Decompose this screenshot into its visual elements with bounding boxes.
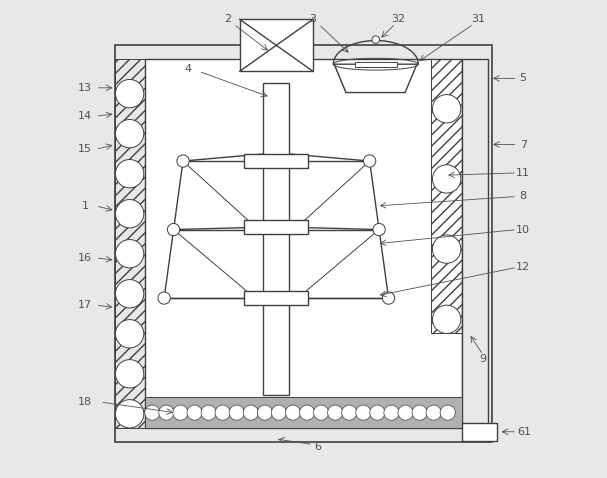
Text: 14: 14	[78, 111, 92, 121]
Circle shape	[285, 405, 300, 420]
Circle shape	[177, 155, 189, 167]
Circle shape	[115, 199, 144, 228]
Circle shape	[159, 405, 174, 420]
Circle shape	[173, 405, 188, 420]
Bar	[145, 397, 462, 428]
Circle shape	[432, 95, 461, 123]
Circle shape	[115, 160, 144, 188]
Text: 7: 7	[520, 140, 527, 150]
Circle shape	[299, 405, 314, 420]
Circle shape	[398, 405, 413, 420]
Circle shape	[356, 405, 371, 420]
Bar	[462, 423, 497, 441]
Circle shape	[342, 405, 357, 420]
Circle shape	[243, 405, 259, 420]
Text: 5: 5	[520, 73, 527, 83]
Text: 61: 61	[518, 427, 532, 437]
Circle shape	[168, 223, 180, 236]
Circle shape	[187, 405, 202, 420]
Text: 32: 32	[391, 14, 405, 24]
Circle shape	[373, 223, 385, 236]
Circle shape	[432, 235, 461, 263]
Bar	[245, 154, 308, 168]
Text: 15: 15	[78, 144, 92, 154]
Circle shape	[115, 239, 144, 268]
Text: 18: 18	[78, 397, 92, 407]
Text: 31: 31	[471, 14, 486, 24]
Circle shape	[257, 405, 273, 420]
Text: 1: 1	[82, 201, 89, 211]
Circle shape	[382, 292, 395, 304]
Text: 6: 6	[314, 442, 321, 452]
Text: 11: 11	[516, 168, 530, 178]
Bar	[354, 62, 397, 66]
Text: 8: 8	[520, 192, 527, 202]
Circle shape	[384, 405, 399, 420]
Bar	[115, 59, 145, 428]
Circle shape	[364, 155, 376, 167]
Circle shape	[271, 405, 287, 420]
Bar	[245, 291, 308, 305]
Text: 4: 4	[184, 64, 191, 74]
Circle shape	[115, 120, 144, 148]
Circle shape	[432, 305, 461, 334]
Circle shape	[158, 292, 171, 304]
Text: 16: 16	[78, 253, 92, 263]
Circle shape	[115, 400, 144, 428]
Text: 9: 9	[480, 355, 487, 364]
Circle shape	[201, 405, 216, 420]
Text: 3: 3	[310, 14, 316, 24]
Circle shape	[115, 280, 144, 308]
Circle shape	[115, 320, 144, 348]
Text: 10: 10	[516, 225, 530, 235]
Circle shape	[115, 79, 144, 108]
Bar	[240, 19, 313, 71]
Circle shape	[144, 405, 160, 420]
Circle shape	[432, 165, 461, 193]
Circle shape	[314, 405, 328, 420]
Circle shape	[370, 405, 385, 420]
Text: 17: 17	[78, 300, 92, 310]
Bar	[462, 59, 488, 428]
Bar	[145, 59, 462, 428]
Circle shape	[115, 359, 144, 388]
Circle shape	[328, 405, 343, 420]
Polygon shape	[334, 64, 417, 93]
Circle shape	[440, 405, 455, 420]
Bar	[115, 45, 492, 442]
Circle shape	[215, 405, 230, 420]
Text: 12: 12	[516, 262, 531, 272]
Circle shape	[229, 405, 244, 420]
Bar	[245, 220, 308, 234]
Circle shape	[372, 36, 379, 43]
Circle shape	[426, 405, 441, 420]
Text: 13: 13	[78, 83, 92, 93]
Text: 2: 2	[225, 14, 231, 24]
Bar	[431, 59, 462, 334]
Circle shape	[412, 405, 427, 420]
Bar	[263, 83, 290, 395]
